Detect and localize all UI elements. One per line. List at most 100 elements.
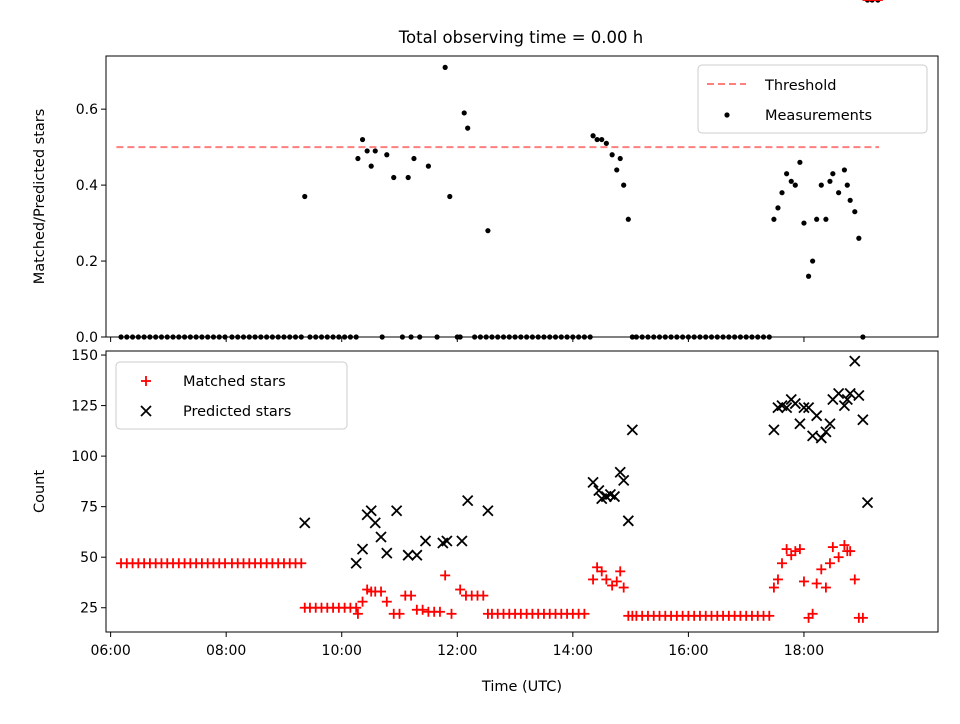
measurement-point xyxy=(594,136,600,143)
measurement-point xyxy=(827,178,833,184)
predicted-point-b xyxy=(356,543,369,555)
measurement-point xyxy=(609,152,615,158)
measurement-point xyxy=(779,190,785,196)
predicted-point xyxy=(356,543,369,555)
measurement-point xyxy=(465,125,471,131)
measurement-point xyxy=(771,216,777,222)
matched-point xyxy=(794,544,805,555)
predicted-point-b xyxy=(622,515,634,527)
measurement-point xyxy=(801,220,807,226)
y-tick-label: 0.0 xyxy=(76,330,98,346)
measurement-point xyxy=(732,334,738,340)
measurement-point xyxy=(324,334,330,340)
predicted-point-b xyxy=(811,410,823,422)
measurement-point xyxy=(617,155,623,162)
matched-point xyxy=(376,586,387,597)
measurement-point xyxy=(176,334,182,340)
predicted-point-b xyxy=(411,549,423,561)
matched-point xyxy=(849,574,860,585)
matched-point xyxy=(446,608,457,619)
measurement-point xyxy=(570,334,576,340)
measurement-point xyxy=(477,334,483,340)
predicted-point xyxy=(381,547,393,559)
measurement-point xyxy=(447,193,453,200)
legend-predicted-swatch xyxy=(140,405,152,417)
predicted-point xyxy=(861,496,874,509)
measurement-point xyxy=(852,209,858,215)
measurement-point xyxy=(818,182,824,188)
predicted-point-b xyxy=(768,424,780,436)
matched-point xyxy=(857,612,868,623)
predicted-point-b xyxy=(857,414,869,426)
y-tick-label: 0.4 xyxy=(76,178,98,194)
predicted-point-b xyxy=(593,484,605,497)
measurement-point xyxy=(500,334,507,340)
predicted-point xyxy=(853,389,865,402)
legend-threshold-label: Threshold xyxy=(764,78,836,94)
measurement-point xyxy=(564,334,570,340)
measurement-point xyxy=(417,334,423,340)
predicted-point-b xyxy=(456,535,468,547)
measurement-point xyxy=(391,174,397,181)
measurement-point xyxy=(187,334,193,340)
measurement-point xyxy=(708,334,715,340)
measurement-point xyxy=(408,334,414,340)
measurement-point xyxy=(368,163,374,169)
predicted-point xyxy=(614,466,626,478)
matched-point xyxy=(406,590,417,601)
measurement-point xyxy=(264,334,270,340)
predicted-point-b xyxy=(369,517,381,529)
measurement-point xyxy=(703,334,709,340)
measurement-point xyxy=(614,167,620,173)
measurement-point xyxy=(246,334,252,340)
measurement-point xyxy=(558,334,564,340)
measurement-point xyxy=(590,133,596,139)
measurement-point xyxy=(399,334,405,340)
predicted-point xyxy=(608,490,621,503)
measurement-point xyxy=(576,334,582,340)
predicted-point-b xyxy=(824,418,836,430)
predicted-point xyxy=(811,410,823,422)
predicted-point-b xyxy=(832,387,845,400)
measurement-point xyxy=(535,334,541,340)
measurement-point xyxy=(662,334,668,340)
matched-point xyxy=(579,608,590,619)
measurement-point xyxy=(726,334,732,340)
measurement-point xyxy=(775,205,781,211)
legend-bottom: Matched stars Predicted stars xyxy=(115,361,348,430)
y-tick-label: 150 xyxy=(71,348,98,364)
figure-title: Total observing time = 0.00 h xyxy=(398,28,643,47)
measurement-point xyxy=(461,110,467,116)
y-tick-label: 25 xyxy=(80,601,98,617)
matched-point xyxy=(352,608,363,619)
measurement-point xyxy=(302,193,308,200)
measurement-point xyxy=(129,334,136,340)
measurement-point xyxy=(318,334,325,340)
matched-point xyxy=(618,582,629,593)
measurement-point xyxy=(434,334,440,340)
x-tick-label: 10:00 xyxy=(322,643,362,659)
measurement-point xyxy=(823,216,829,222)
y-axis-label: Count xyxy=(32,470,48,513)
y-axis-label: Matched/Predicted stars xyxy=(32,109,48,285)
predicted-point-b xyxy=(820,426,832,438)
measurement-point xyxy=(170,334,176,340)
measurement-point xyxy=(275,334,281,340)
x-tick-label: 12:00 xyxy=(437,643,477,659)
measurement-point xyxy=(147,334,153,340)
measurement-point xyxy=(788,178,794,184)
measurement-point xyxy=(405,174,411,181)
matched-point xyxy=(417,604,428,615)
predicted-point-b xyxy=(350,557,362,569)
measurement-point xyxy=(124,334,130,340)
predicted-point-b xyxy=(789,397,801,410)
measurement-point xyxy=(330,334,336,340)
predicted-point xyxy=(815,432,827,444)
measurement-point xyxy=(258,334,264,340)
measurement-point xyxy=(860,334,866,340)
measurement-point xyxy=(495,334,501,340)
matched-point xyxy=(811,578,822,589)
predicted-point xyxy=(832,387,845,400)
matched-point xyxy=(588,574,599,585)
predicted-point-b xyxy=(365,505,377,517)
